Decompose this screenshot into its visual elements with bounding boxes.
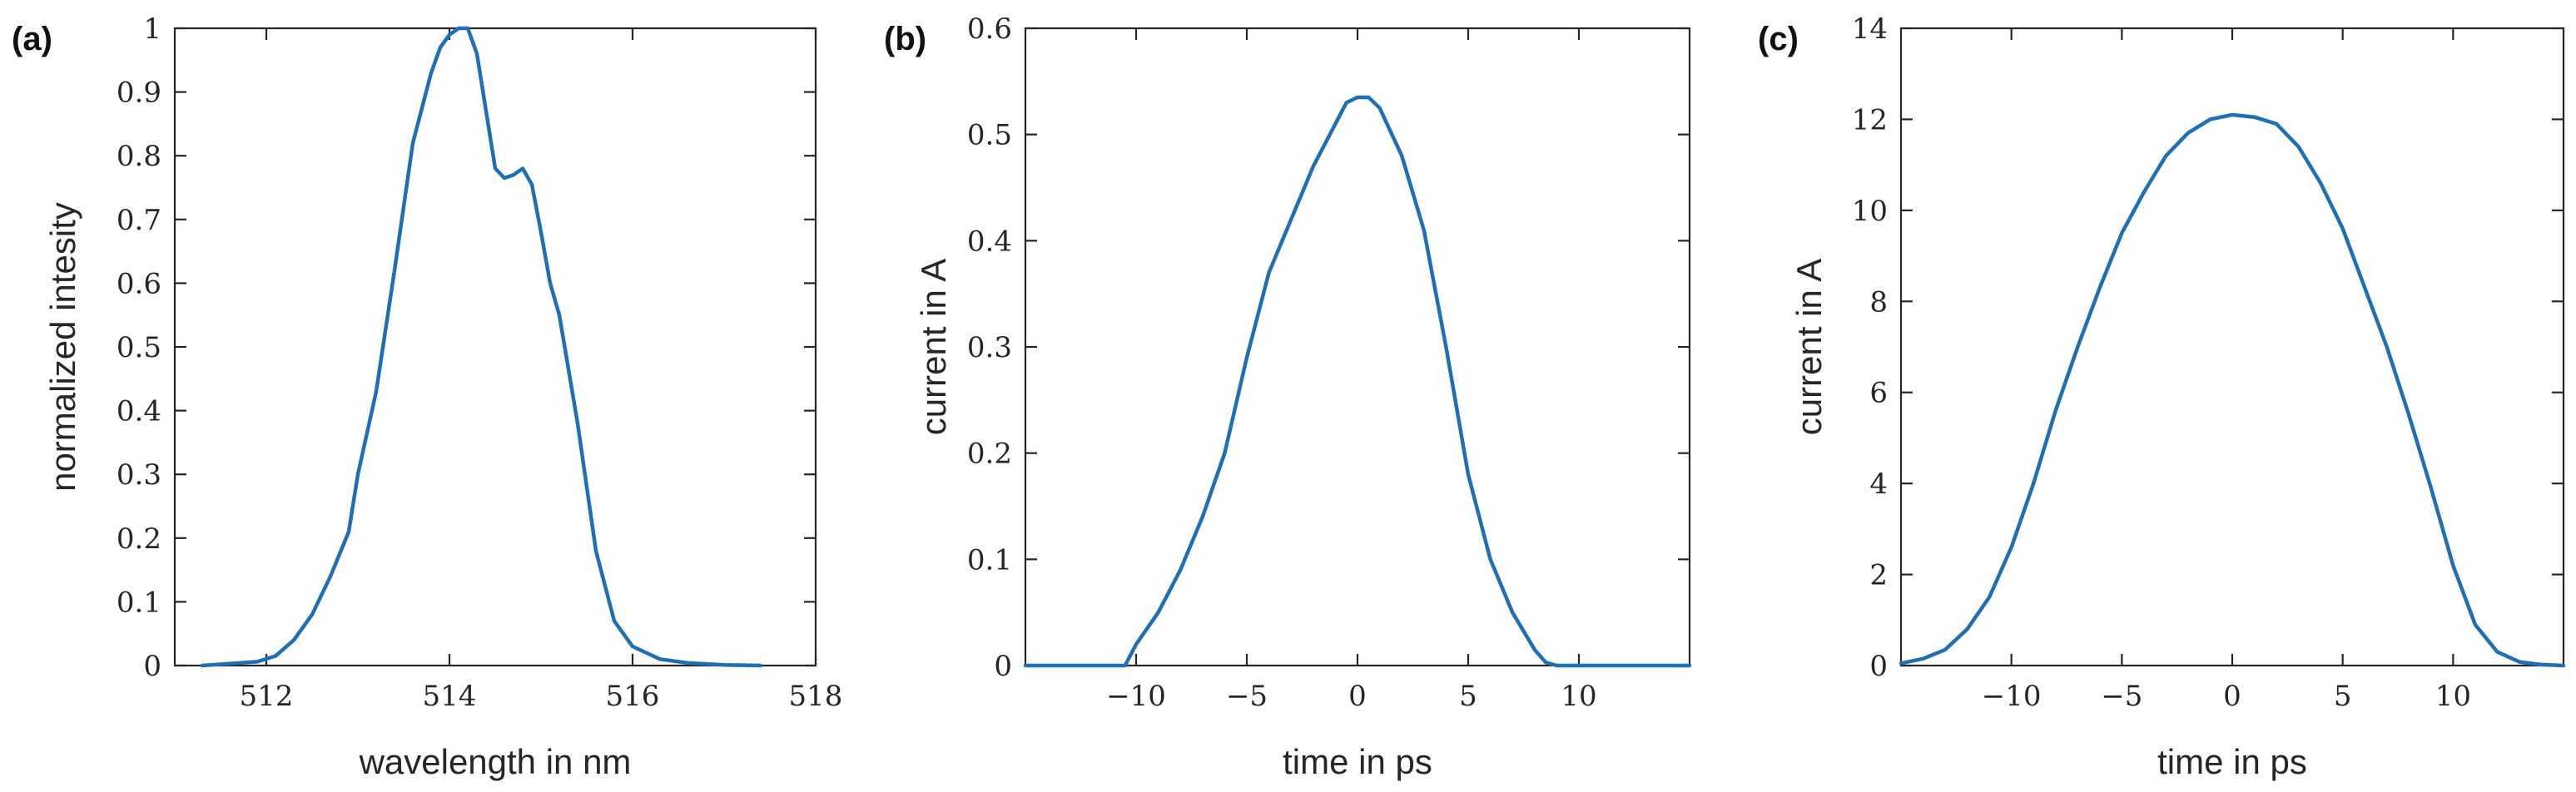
y-tick-label: 0.3: [117, 458, 161, 492]
y-tick-label: 4: [1869, 468, 1888, 501]
x-tick-label: 5: [1459, 680, 1477, 713]
x-tick-label: 512: [240, 680, 294, 713]
panel-b: (b) −10 −5 0 5 10 0 0.1 0.2 0.3 0.4 0.5 0.6 time in p…: [884, 12, 1692, 781]
x-tick-label: 0: [2223, 680, 2241, 713]
y-tick-label: 0.2: [117, 522, 161, 556]
y-tick-label: 0.2: [967, 438, 1012, 471]
panel-c: (c) −10 −5 0 5 10 0 2 4 6 8 10 12 14 time in ps current…: [1758, 12, 2566, 781]
y-tick-label: 0: [143, 650, 161, 683]
y-tick-label: 0.4: [967, 225, 1012, 258]
y-tick-label: 0.7: [117, 204, 161, 237]
panel-label: (c): [1758, 21, 1799, 57]
y-tick-label: 0.9: [117, 77, 161, 110]
x-axis-label: time in ps: [2157, 742, 2307, 781]
x-tick-label: 5: [2334, 680, 2352, 713]
x-axis-label: time in ps: [1283, 742, 1432, 781]
panel-label: (a): [12, 21, 52, 57]
y-axis-label: current in A: [1789, 259, 1829, 435]
y-tick-label: 6: [1869, 377, 1888, 410]
y-tick-label: 0.6: [117, 267, 161, 300]
y-tick-label: 14: [1852, 12, 1888, 46]
x-tick-label: −10: [1106, 680, 1166, 713]
y-tick-label: 12: [1852, 103, 1888, 136]
axes-box: [1024, 27, 1691, 667]
series-line: [1023, 95, 1692, 668]
x-tick-label: 0: [1348, 680, 1367, 713]
x-tick-label: 10: [2435, 680, 2471, 713]
panel-label: (b): [884, 21, 926, 57]
x-tick-label: −5: [2101, 680, 2142, 713]
x-tick-label: 518: [789, 680, 843, 713]
axes-box: [173, 27, 817, 667]
series-line: [1898, 112, 2566, 668]
y-tick-label: 0.5: [117, 331, 161, 364]
y-tick-label: 0: [994, 650, 1012, 683]
x-axis-label: wavelength in nm: [359, 742, 632, 781]
x-tick-label: 514: [423, 680, 477, 713]
y-axis-label: normalized intesity: [43, 202, 82, 492]
y-tick-label: 0.6: [967, 12, 1012, 46]
y-axis-label: current in A: [914, 259, 953, 435]
x-tick-label: 516: [606, 680, 660, 713]
panel-a: (a) 512 514 516 518 0 0.1 0.2 0.3 0.4 0.5 0.6 0.7 0.8…: [12, 12, 842, 781]
x-tick-label: −10: [1982, 680, 2042, 713]
x-tick-label: 10: [1561, 680, 1596, 713]
series-line: [200, 26, 763, 668]
y-tick-label: 1: [143, 12, 161, 46]
y-tick-label: 8: [1869, 285, 1888, 319]
x-tick-label: −5: [1226, 680, 1268, 713]
y-tick-label: 0.5: [967, 119, 1012, 152]
y-tick-label: 0.1: [967, 543, 1012, 577]
y-tick-label: 0.3: [967, 331, 1012, 364]
y-tick-label: 0: [1869, 650, 1888, 683]
y-tick-label: 0.8: [117, 140, 161, 173]
y-tick-label: 2: [1869, 559, 1888, 592]
y-tick-label: 10: [1852, 195, 1888, 228]
y-tick-label: 0.4: [117, 395, 161, 428]
y-tick-label: 0.1: [117, 586, 161, 619]
